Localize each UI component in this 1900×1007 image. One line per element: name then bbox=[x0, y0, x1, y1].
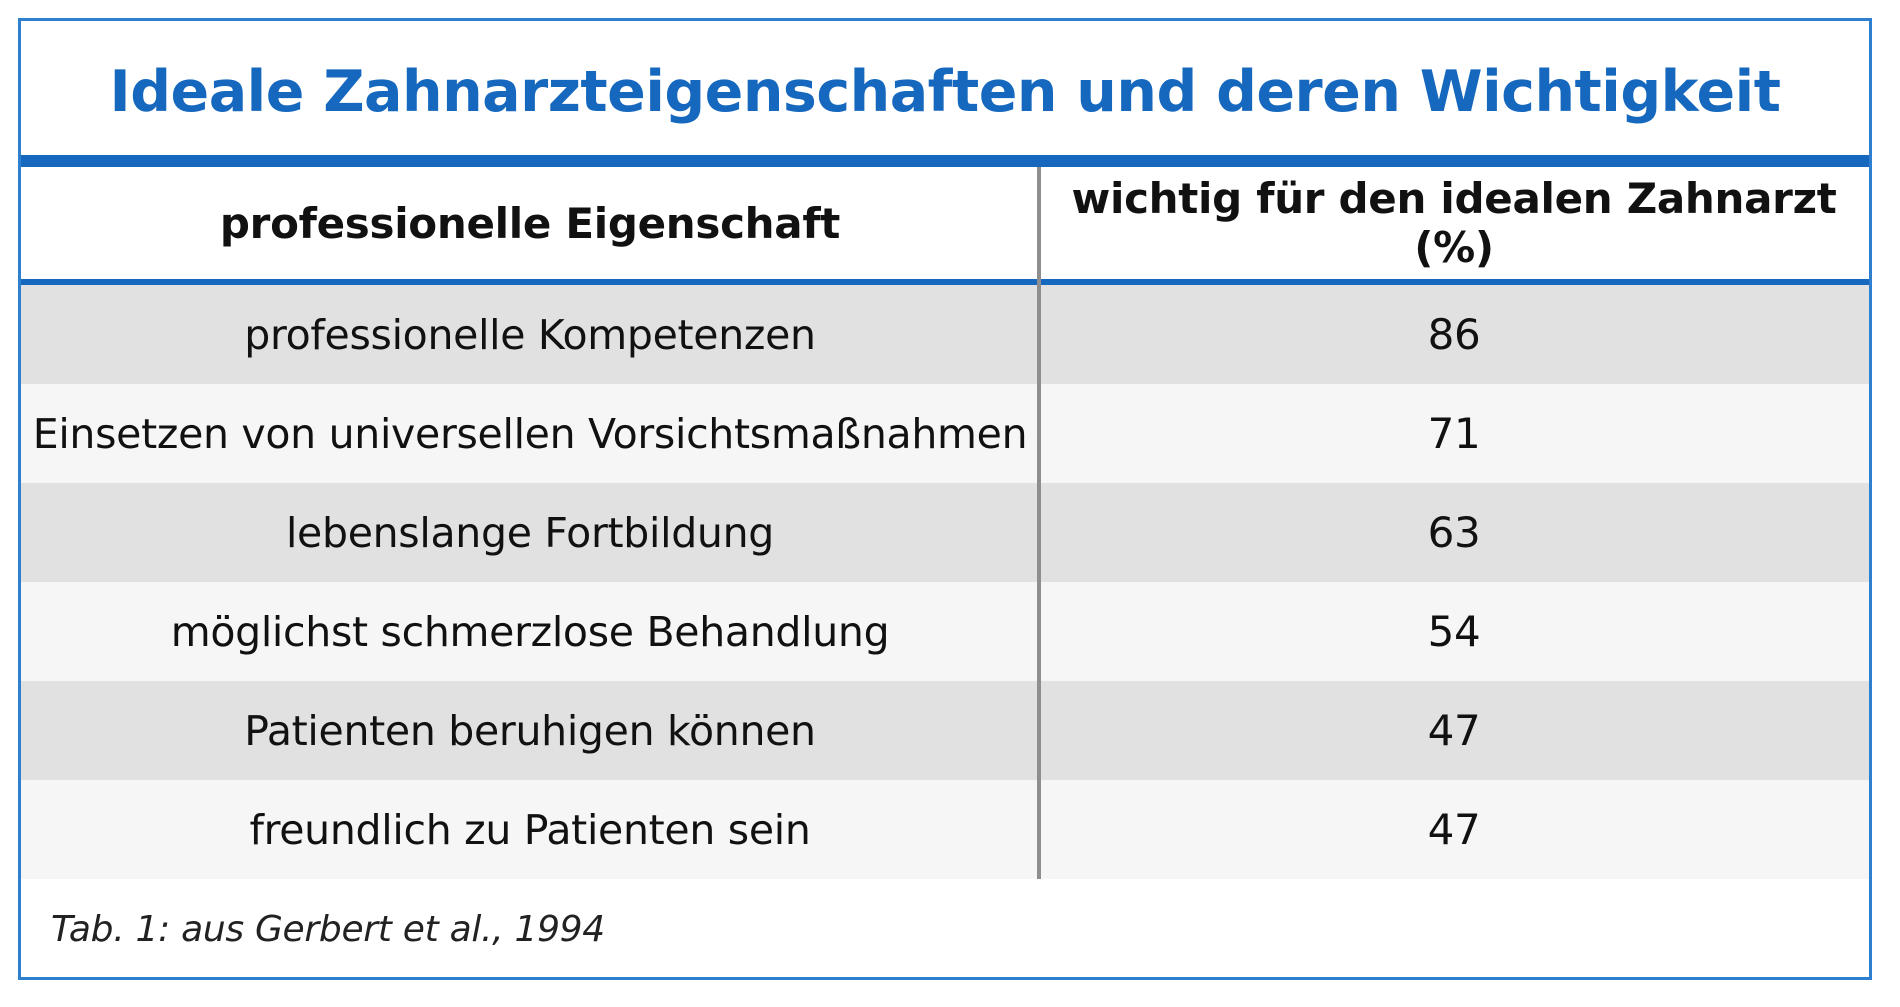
table-caption: Tab. 1: aus Gerbert et al., 1994 bbox=[51, 909, 605, 950]
header-divider bbox=[21, 279, 1869, 285]
table-row: freundlich zu Patienten sein 47 bbox=[21, 780, 1869, 879]
table-frame: Ideale Zahnarzteigenschaften und deren W… bbox=[18, 18, 1872, 980]
table-title: Ideale Zahnarzteigenschaften und deren W… bbox=[109, 59, 1781, 125]
percent-cell: 54 bbox=[1427, 607, 1481, 656]
percent-cell: 47 bbox=[1427, 805, 1481, 854]
property-cell: Einsetzen von universellen Vorsichtsmaßn… bbox=[32, 409, 1028, 458]
property-cell: professionelle Kompetenzen bbox=[244, 310, 816, 359]
percent-cell: 47 bbox=[1427, 706, 1481, 755]
table-row: Einsetzen von universellen Vorsichtsmaßn… bbox=[21, 384, 1869, 483]
column-header-property: professionelle Eigenschaft bbox=[219, 198, 841, 248]
table-row: möglichst schmerzlose Behandlung 54 bbox=[21, 582, 1869, 681]
column-header-importance: wichtig für den idealen Zahnarzt (%) bbox=[1071, 174, 1837, 272]
data-table: professionelle Eigenschaft wichtig für d… bbox=[21, 167, 1869, 879]
table-header-row: professionelle Eigenschaft wichtig für d… bbox=[21, 167, 1869, 279]
property-cell: Patienten beruhigen können bbox=[244, 706, 816, 755]
property-cell: lebenslange Fortbildung bbox=[285, 508, 775, 557]
table-row: Patienten beruhigen können 47 bbox=[21, 681, 1869, 780]
percent-cell: 63 bbox=[1427, 508, 1481, 557]
column-divider bbox=[1037, 167, 1041, 879]
property-cell: möglichst schmerzlose Behandlung bbox=[170, 607, 890, 656]
table-row: lebenslange Fortbildung 63 bbox=[21, 483, 1869, 582]
table-row: professionelle Kompetenzen 86 bbox=[21, 285, 1869, 384]
percent-cell: 86 bbox=[1427, 310, 1481, 359]
percent-cell: 71 bbox=[1427, 409, 1481, 458]
title-divider bbox=[21, 155, 1869, 167]
property-cell: freundlich zu Patienten sein bbox=[249, 805, 811, 854]
